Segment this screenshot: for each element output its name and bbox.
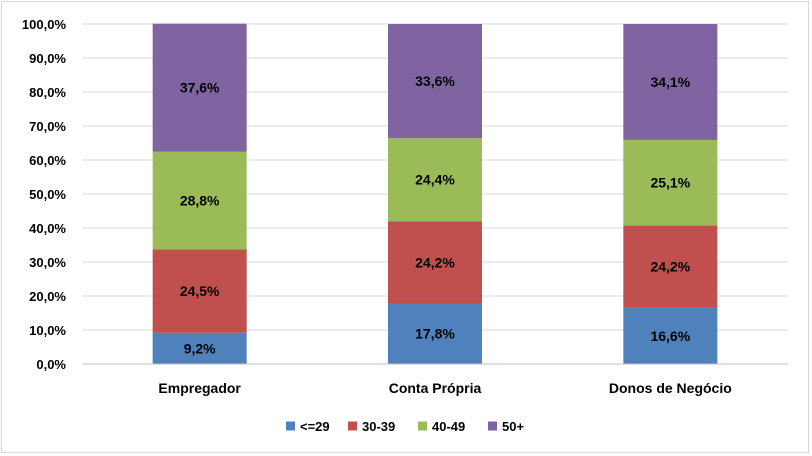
legend-swatch [418,421,427,431]
y-tick-label: 60,0% [29,153,66,168]
data-label: 16,6% [650,328,690,344]
y-tick-label: 90,0% [29,51,66,66]
data-label: 25,1% [650,175,690,191]
legend-item: 50+ [488,419,524,434]
data-label: 24,5% [180,283,220,299]
legend-item: 40-49 [418,419,465,434]
bar-segment [388,138,482,222]
bar-segment [388,221,482,304]
y-tick-label: 30,0% [29,255,66,270]
y-tick-label: 40,0% [29,221,66,236]
y-axis-ticks: 0,0% 10,0% 20,0% 30,0% 40,0% 50,0% 60,0% 70,0% 8… [22,17,67,372]
y-tick-label: 50,0% [29,187,66,202]
x-axis-categories: Empregador Conta Própria Donos de Negócio [158,380,731,396]
data-label: 28,8% [180,192,220,208]
legend-item: 30-39 [348,419,395,434]
bar-segment [623,225,718,308]
legend-label: 40-49 [432,419,465,434]
y-tick-label: 20,0% [29,289,66,304]
bar-segment [152,151,247,250]
bars: 9,2% 24,5% 28,8% 37,6% 17,8% 24,2% 24,4% 33,6% 1… [152,23,718,364]
bar-segment [152,332,247,364]
data-label: 9,2% [184,340,216,356]
legend: <=29 30-39 40-49 50+ [286,419,524,434]
x-category-label: Conta Própria [389,380,482,396]
y-tick-label: 80,0% [29,85,66,100]
legend-swatch [348,421,357,431]
bar-segment [152,249,247,333]
legend-item: <=29 [286,419,330,434]
legend-swatch [488,421,497,431]
data-label: 34,1% [650,74,690,90]
data-label: 37,6% [180,80,220,96]
data-label: 17,8% [415,326,455,342]
bar-segment [623,139,718,226]
bar-segment [388,303,482,364]
legend-label: 50+ [502,419,524,434]
legend-label: <=29 [300,419,330,434]
legend-label: 30-39 [362,419,395,434]
data-label: 24,4% [415,172,455,188]
y-tick-label: 70,0% [29,119,66,134]
bar-segment [152,23,247,152]
y-tick-label: 10,0% [29,323,66,338]
data-label: 24,2% [415,254,455,270]
data-label: 33,6% [415,73,455,89]
y-tick-label: 0,0% [36,357,66,372]
x-category-label: Donos de Negócio [609,380,732,396]
bar-segment [623,307,718,364]
bar-segment [388,24,482,139]
x-category-label: Empregador [158,380,241,396]
data-label: 24,2% [650,258,690,274]
y-tick-label: 100,0% [22,17,67,32]
legend-swatch [286,421,295,431]
bar-segment [623,24,718,140]
